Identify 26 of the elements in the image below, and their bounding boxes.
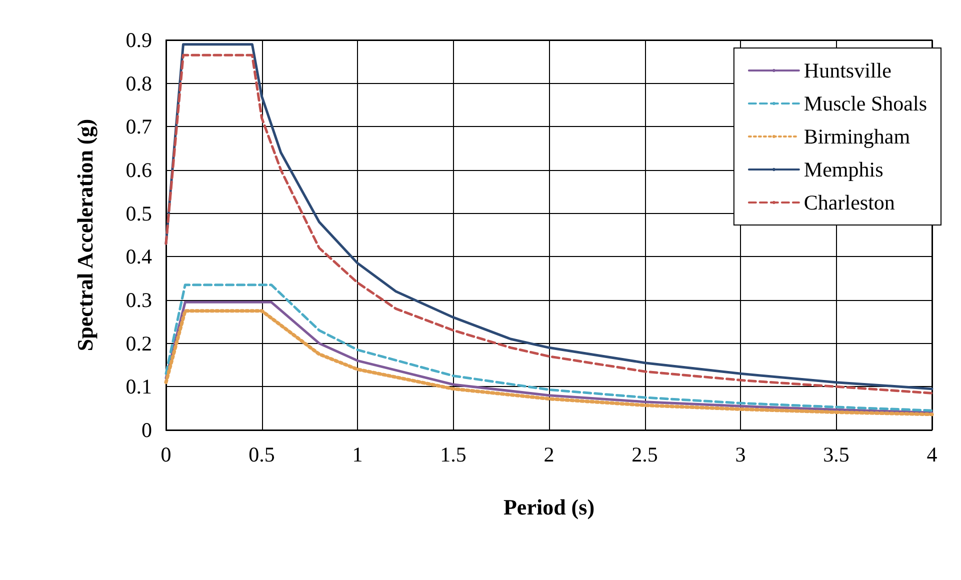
x-tick-label: 2.5 — [632, 442, 658, 466]
x-tick-label: 1 — [352, 442, 363, 466]
x-tick-label: 1.5 — [440, 442, 466, 466]
y-tick-label: 0.1 — [126, 374, 152, 399]
y-tick-label: 0.9 — [126, 28, 152, 52]
y-tick-label: 0.4 — [126, 244, 152, 269]
x-tick-label: 0 — [160, 442, 172, 466]
y-tick-label: 0.2 — [126, 331, 152, 356]
legend-label: Muscle Shoals — [804, 92, 927, 116]
x-tick-label: 4 — [926, 442, 938, 466]
x-axis-title: Period (s) — [503, 494, 595, 520]
y-tick-label: 0.6 — [126, 158, 152, 182]
x-tick-label: 3 — [735, 442, 746, 466]
legend-label: Charleston — [804, 190, 896, 214]
x-tick-label: 2 — [544, 442, 554, 466]
legend-label: Memphis — [804, 158, 884, 182]
y-tick-label: 0.5 — [126, 201, 152, 226]
x-tick-label: 3.5 — [823, 442, 850, 466]
y-tick-label: 0.7 — [126, 114, 152, 139]
legend-label: Huntsville — [804, 58, 892, 82]
y-tick-label: 0.3 — [126, 288, 152, 312]
y-axis-title: Spectral Acceleration (g) — [72, 118, 98, 352]
x-tick-label: 0.5 — [248, 442, 275, 466]
legend-label: Birmingham — [804, 124, 910, 148]
y-tick-label: 0 — [142, 418, 152, 442]
y-tick-label: 0.8 — [126, 71, 152, 96]
